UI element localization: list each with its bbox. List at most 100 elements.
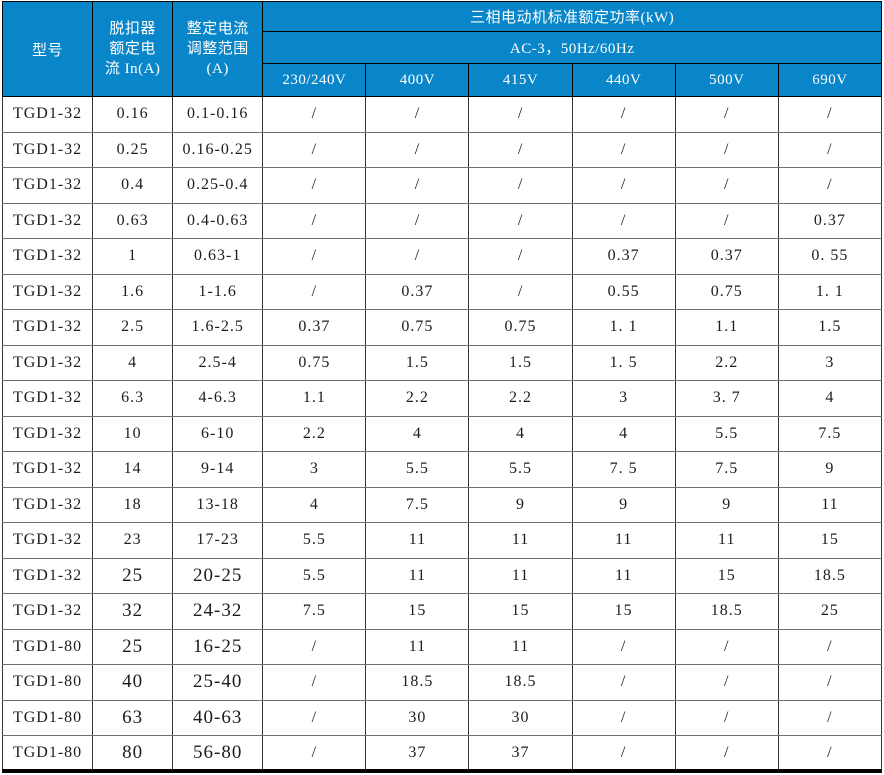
adjust-range-cell: 0.25-0.4 (172, 167, 264, 204)
table-header: 型号 脱扣器 额定电 流 In(A) 整定电流 调整范围 (A) 三相电动机标准… (1, 1, 883, 97)
adjust-range-cell: 0.63-1 (172, 238, 264, 275)
adjust-range-cell: 4-6.3 (172, 380, 264, 417)
table-row: TGD1-32 4 2.5-4 0.75 1.5 1.5 1. 5 2.2 3 (1, 344, 883, 381)
adjust-range-cell: 9-14 (172, 451, 264, 488)
power-cell: 7.5 (777, 415, 883, 452)
header-voltage: 230/240V (262, 63, 367, 97)
adjust-range-cell: 40-63 (172, 699, 264, 736)
power-cell: 2.2 (468, 380, 573, 417)
rated-current-cell: 2.5 (92, 309, 174, 346)
adjust-range-cell: 17-23 (172, 522, 264, 559)
model-cell: TGD1-32 (1, 202, 94, 239)
adjust-range-cell: 1.6-2.5 (172, 309, 264, 346)
power-cell: 1.5 (468, 344, 573, 381)
power-cell: 15 (674, 557, 779, 594)
rated-current-cell: 1 (92, 238, 174, 275)
power-cell: 11 (468, 557, 573, 594)
power-cell: 5.5 (674, 415, 779, 452)
header-row-1: 型号 脱扣器 额定电 流 In(A) 整定电流 调整范围 (A) 三相电动机标准… (1, 1, 882, 97)
power-cell: 11 (468, 522, 573, 559)
power-cell: / (571, 202, 676, 239)
power-cell: 0.37 (365, 273, 470, 310)
header-model: 型号 (1, 1, 94, 97)
power-cell: / (674, 167, 779, 204)
power-cell: 0.75 (262, 344, 367, 381)
power-cell: 15 (777, 522, 883, 559)
power-cell: / (468, 167, 573, 204)
power-cell: / (468, 96, 573, 133)
table-row: TGD1-32 2.5 1.6-2.5 0.37 0.75 0.75 1. 1 1.1 1.5 (1, 309, 883, 346)
power-cell: 3 (777, 344, 883, 381)
rated-current-cell: 25 (92, 628, 174, 665)
model-cell: TGD1-32 (1, 309, 94, 346)
power-cell: / (777, 96, 883, 133)
table-row: TGD1-80 63 40-63/30 30// / (1, 699, 883, 736)
power-cell: / (262, 664, 367, 701)
power-cell: / (571, 131, 676, 168)
power-cell: / (262, 699, 367, 736)
power-cell: 1. 1 (571, 309, 676, 346)
rated-current-cell: 1.6 (92, 273, 174, 310)
power-cell: 1. 5 (571, 344, 676, 381)
power-cell: 3. 7 (674, 380, 779, 417)
rated-current-cell: 6.3 (92, 380, 174, 417)
power-cell: 4 (571, 415, 676, 452)
power-cell: 15 (571, 593, 676, 630)
power-cell: / (571, 628, 676, 665)
power-cell: / (674, 735, 779, 772)
table-row: TGD1-32 18 13-18 4 7.5 9 9 9 11 (1, 486, 883, 523)
power-cell: / (674, 699, 779, 736)
header-row-voltages: 230/240V 400V 415V 440V 500V 690V (3, 63, 883, 97)
power-cell: / (365, 96, 470, 133)
power-cell: 7.5 (674, 451, 779, 488)
header-voltage: 690V (777, 63, 883, 97)
model-cell: TGD1-32 (1, 486, 94, 523)
model-cell: TGD1-80 (1, 664, 94, 701)
power-cell: 0. 55 (777, 238, 883, 275)
adjust-range-cell: 56-80 (172, 735, 264, 772)
power-cell: / (468, 273, 573, 310)
adjust-range-cell: 0.4-0.63 (172, 202, 264, 239)
power-cell: 9 (468, 486, 573, 523)
power-cell: 9 (674, 486, 779, 523)
model-cell: TGD1-32 (1, 557, 94, 594)
power-cell: 0.75 (365, 309, 470, 346)
power-cell: / (571, 735, 676, 772)
power-cell: / (674, 664, 779, 701)
header-voltage: 440V (571, 63, 676, 97)
rated-current-cell: 25 (92, 557, 174, 594)
table-row: TGD1-80 40 25-40/18.5 18.5// / (1, 664, 883, 701)
model-cell: TGD1-32 (1, 451, 94, 488)
header-trip-current: 脱扣器 额定电 流 In(A) (92, 1, 174, 97)
rated-current-cell: 40 (92, 664, 174, 701)
rated-current-cell: 0.25 (92, 131, 174, 168)
power-cell: / (777, 735, 883, 772)
header-adjust-range: 整定电流 调整范围 (A) (172, 1, 264, 97)
adjust-range-cell: 24-32 (172, 593, 264, 630)
power-cell: 3 (262, 451, 367, 488)
model-cell: TGD1-32 (1, 273, 94, 310)
power-cell: 18.5 (777, 557, 883, 594)
model-cell: TGD1-80 (1, 735, 94, 772)
power-cell: / (468, 131, 573, 168)
power-cell: / (674, 202, 779, 239)
model-cell: TGD1-32 (1, 522, 94, 559)
model-cell: TGD1-32 (1, 131, 94, 168)
adjust-range-cell: 20-25 (172, 557, 264, 594)
model-cell: TGD1-32 (1, 96, 94, 133)
table-row: TGD1-32 0.25 0.16-0.25// / / / / (1, 131, 883, 168)
power-cell: 37 (468, 735, 573, 772)
power-cell: 5.5 (262, 557, 367, 594)
power-cell: / (262, 202, 367, 239)
header-voltage: 400V (365, 63, 470, 97)
rated-current-cell: 4 (92, 344, 174, 381)
rated-current-cell: 0.16 (92, 96, 174, 133)
power-cell: 4 (777, 380, 883, 417)
power-cell: 1.1 (262, 380, 367, 417)
header-ac3-subtitle: AC-3，50Hz/60Hz (262, 31, 882, 64)
power-cell: 0.37 (571, 238, 676, 275)
rated-current-cell: 80 (92, 735, 174, 772)
table-row: TGD1-80 25 16-25/11 11// / (1, 628, 883, 665)
